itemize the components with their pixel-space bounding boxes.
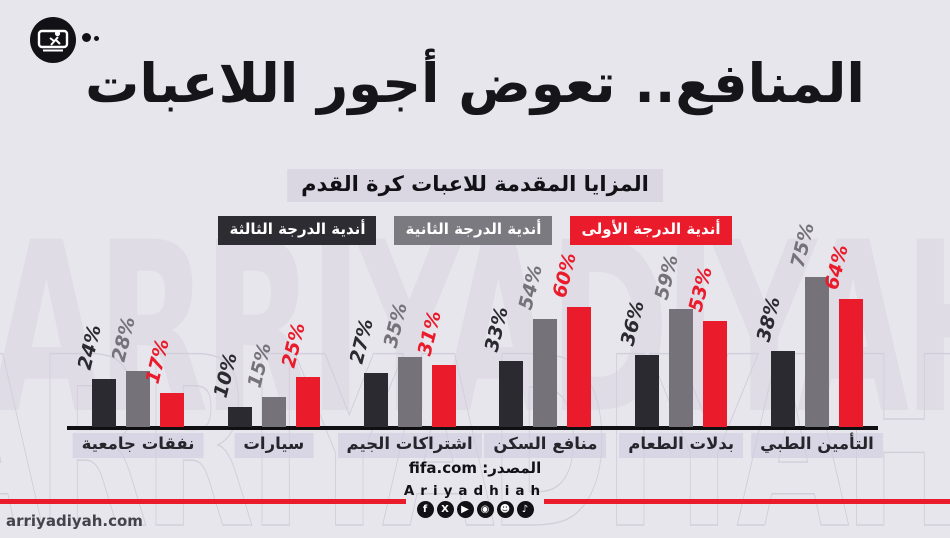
logo-dot-small (94, 36, 99, 41)
bar-value-label: 33% (481, 304, 514, 354)
bar-series1-cat0 (126, 371, 150, 427)
divider-line-right (544, 499, 950, 504)
bar-value-label: 25% (277, 320, 310, 370)
bar-series2-cat4 (703, 321, 728, 427)
page-title: المنافع.. تعوض أجور اللاعبات (85, 52, 866, 115)
logo-dot-large (82, 33, 91, 42)
category-label-1: سيارات (234, 433, 314, 458)
bar-value-label: 53% (684, 264, 718, 314)
source-note: المصدر: fifa.com (0, 459, 950, 477)
bar-value-label: 17% (141, 336, 175, 386)
bar-series0-cat3 (499, 361, 524, 427)
chart-legend: أندية الدرجة الثالثة أندية الدرجة الثانية… (0, 216, 950, 245)
category-label-4: بدلات الطعام (619, 433, 744, 458)
bar-series2-cat5 (839, 299, 863, 427)
bar-series2-cat0 (160, 393, 184, 427)
brand-name: Ariyadhiah (403, 483, 547, 499)
bar-series0-cat1 (227, 407, 252, 427)
divider-line-left (0, 499, 406, 504)
tiktok-icon[interactable]: ♪ (516, 501, 534, 518)
bar-series0-cat0 (92, 379, 116, 427)
bar-series0-cat5 (771, 351, 795, 427)
youtube-icon[interactable]: ▶ (456, 501, 474, 518)
website-url: arriyadiyah.com (6, 512, 143, 530)
bar-series1-cat5 (805, 277, 829, 427)
bar-value-label: 54% (515, 262, 548, 312)
category-label-2: اشتراكات الجيم (337, 433, 482, 458)
instagram-icon[interactable]: ◉ (476, 501, 494, 518)
bar-value-label: 28% (107, 314, 141, 364)
source-value: fifa.com (408, 459, 478, 477)
snapchat-icon[interactable]: ☻ (496, 501, 514, 518)
bar-series2-cat1 (295, 377, 320, 427)
chart-title: المزايا المقدمة للاعبات كرة القدم (287, 169, 663, 202)
bar-series2-cat3 (567, 307, 592, 427)
bar-value-label: 75% (786, 220, 820, 270)
facebook-icon[interactable]: f (416, 501, 434, 518)
category-label-5: التأمين الطبي (751, 433, 883, 458)
x-axis-line (67, 426, 878, 430)
bar-value-label: 38% (752, 294, 786, 344)
bar-series1-cat4 (669, 309, 694, 427)
category-label-0: نفقات جامعية (72, 433, 204, 458)
source-label: المصدر: (482, 459, 542, 477)
x-twitter-icon[interactable]: X (436, 501, 454, 518)
category-label-3: منافع السكن (484, 433, 607, 458)
bar-value-label: 35% (379, 300, 412, 350)
bar-value-label: 60% (549, 250, 582, 300)
bar-value-label: 59% (650, 252, 684, 302)
legend-chip-0: أندية الدرجة الثالثة (218, 216, 377, 245)
legend-chip-1: أندية الدرجة الثانية (394, 216, 553, 245)
social-icons-row: f X ▶ ◉ ☻ ♪ (0, 501, 950, 518)
bar-value-label: 27% (345, 316, 378, 366)
bar-series1-cat1 (261, 397, 286, 427)
bar-series2-cat2 (431, 365, 456, 427)
arriyadiyah-logo-icon (30, 17, 76, 63)
legend-chip-2: أندية الدرجة الأولى (570, 216, 732, 245)
bar-value-label: 31% (413, 308, 446, 358)
bar-series1-cat3 (533, 319, 558, 427)
bar-value-label: 10% (209, 350, 242, 400)
bar-series0-cat4 (635, 355, 660, 427)
bar-value-label: 24% (73, 322, 107, 372)
bar-series1-cat2 (397, 357, 422, 427)
bar-series0-cat2 (363, 373, 388, 427)
bar-value-label: 15% (243, 340, 276, 390)
bar-value-label: 36% (616, 298, 650, 348)
bar-value-label: 64% (820, 242, 854, 292)
